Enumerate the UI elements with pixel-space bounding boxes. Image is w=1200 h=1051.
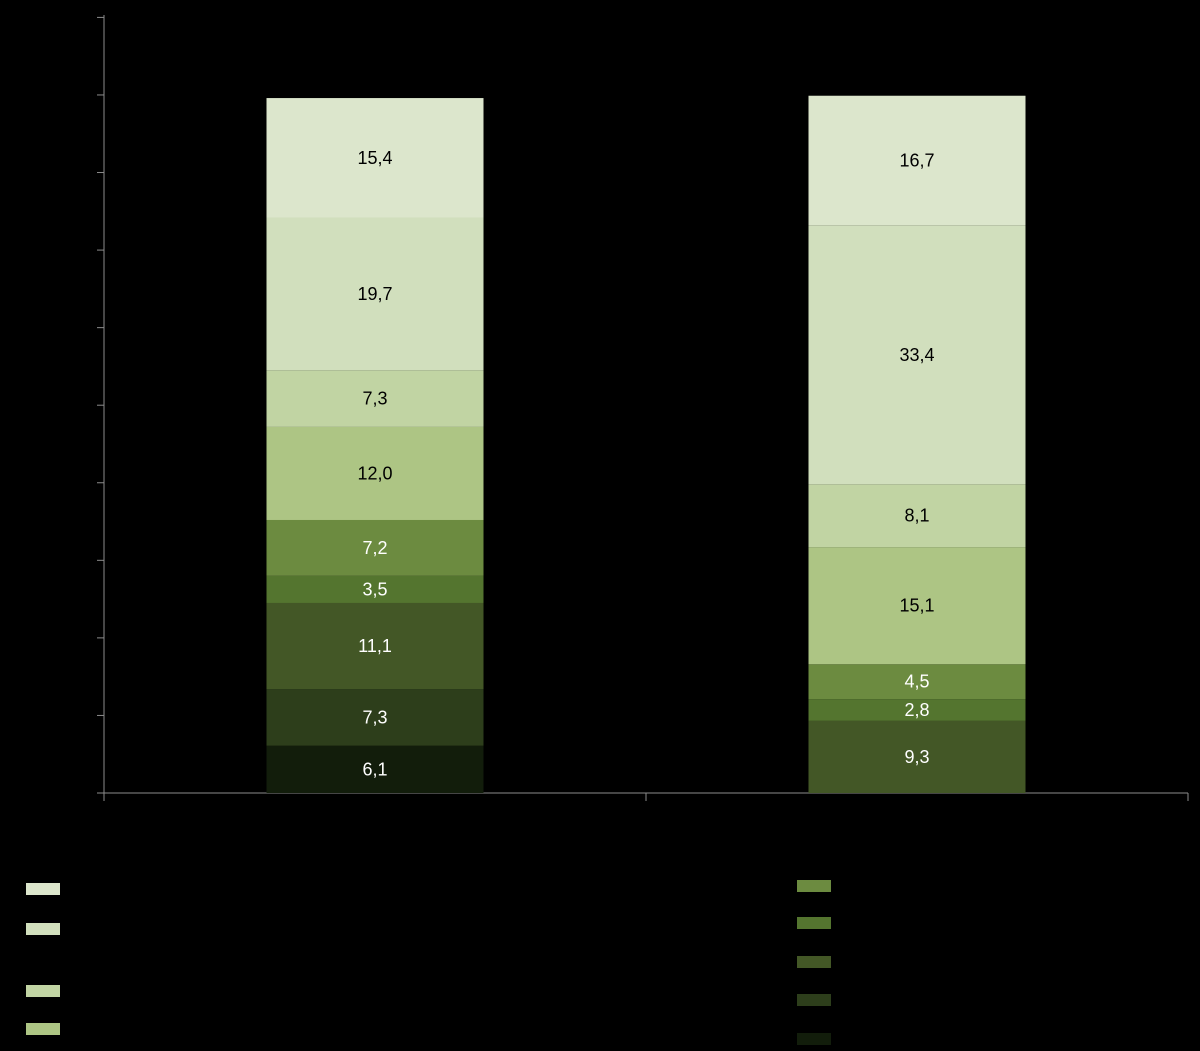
legend-item [797, 953, 853, 968]
bar-value-label: 4,5 [904, 672, 929, 692]
bar-segment [266, 575, 484, 603]
bar-value-label: 11,1 [358, 636, 392, 656]
bar-segment [266, 602, 484, 690]
legend-item [26, 920, 82, 935]
legend-item [26, 880, 82, 895]
bar-segment [808, 484, 1026, 548]
bar-segment [808, 95, 1026, 226]
bar-value-label: 7,2 [362, 538, 387, 558]
bar-segment [266, 519, 484, 576]
legend-swatch [26, 1023, 60, 1035]
bar-segment [266, 217, 484, 371]
legend-item [26, 1020, 82, 1035]
legend-swatch [797, 880, 831, 892]
bar-segment [266, 745, 484, 793]
legend-item [797, 991, 853, 1006]
legend-swatch [26, 883, 60, 895]
bar-segment [266, 426, 484, 520]
bar-segment [808, 664, 1026, 700]
legend-item [797, 877, 853, 892]
legend-swatch [797, 1033, 831, 1045]
chart-bars [266, 95, 1026, 793]
bar-segment [808, 720, 1026, 793]
legend-swatch [26, 923, 60, 935]
bar-value-label: 12,0 [357, 463, 392, 483]
bar-segment [808, 699, 1026, 721]
chart-legend [0, 870, 1200, 1051]
bar-value-label: 15,4 [357, 148, 392, 168]
bar-value-label: 19,7 [357, 284, 392, 304]
legend-item [797, 1030, 853, 1045]
bar-segment [266, 689, 484, 746]
bar-segment [808, 225, 1026, 485]
bar-value-label: 33,4 [899, 345, 934, 365]
bar-segment [266, 370, 484, 427]
legend-swatch [26, 985, 60, 997]
legend-swatch [797, 994, 831, 1006]
bar-value-label: 9,3 [904, 747, 929, 767]
bar-value-label: 8,1 [904, 506, 929, 526]
bar-value-label: 6,1 [362, 759, 387, 779]
chart-value-labels: 6,1 7,3 11,1 3,5 7,2 12,0 7,3 19,7 15,4 9,3 2,8 4,5… [357, 148, 934, 780]
legend-swatch [797, 917, 831, 929]
bar-value-label: 7,3 [362, 389, 387, 409]
legend-item [26, 982, 82, 997]
bar-segment [808, 547, 1026, 665]
legend-swatch [797, 956, 831, 968]
bar-value-label: 7,3 [362, 707, 387, 727]
legend-item [797, 914, 853, 929]
bar-value-label: 15,1 [899, 596, 934, 616]
bar-value-label: 3,5 [362, 579, 387, 599]
bar-value-label: 2,8 [904, 700, 929, 720]
bar-segment [266, 98, 484, 218]
bar-value-label: 16,7 [899, 150, 934, 170]
